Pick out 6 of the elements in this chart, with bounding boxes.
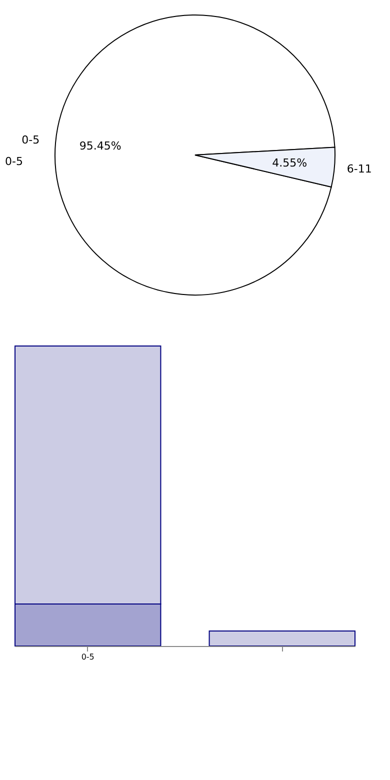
slice-label: 6-11 bbox=[346, 162, 372, 176]
slice-label: 0-5 bbox=[22, 134, 40, 147]
text: 0-5 bbox=[5, 155, 23, 168]
pie-slice bbox=[54, 14, 336, 296]
data-label: 4.55% bbox=[272, 156, 308, 170]
data-label: 95.45% bbox=[79, 140, 122, 153]
